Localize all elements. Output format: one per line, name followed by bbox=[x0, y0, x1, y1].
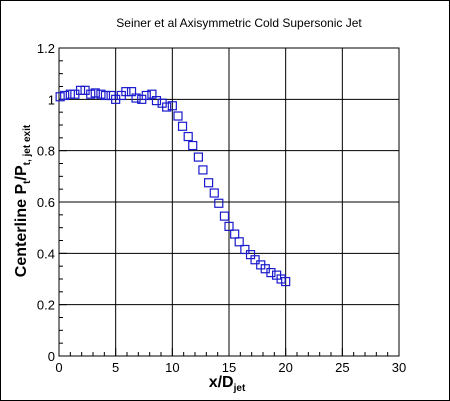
data-point bbox=[204, 178, 214, 188]
y-tick-label: 0 bbox=[48, 349, 55, 364]
x-tick-label: 5 bbox=[112, 360, 119, 375]
data-point bbox=[131, 93, 141, 103]
data-markers bbox=[55, 85, 291, 287]
y-axis-label-main: Centerline P bbox=[13, 184, 30, 278]
y-tick-label: 0.8 bbox=[37, 144, 55, 159]
data-point bbox=[173, 111, 183, 121]
data-point bbox=[240, 244, 250, 255]
data-point bbox=[224, 221, 234, 231]
y-tick-label: 0.4 bbox=[37, 246, 55, 261]
data-point bbox=[266, 267, 276, 278]
x-tick-label: 25 bbox=[335, 360, 349, 375]
y-tick-label: 1 bbox=[48, 92, 55, 107]
x-tick-label: 15 bbox=[222, 360, 236, 375]
data-point bbox=[141, 90, 151, 101]
data-point bbox=[60, 90, 70, 101]
x-axis-label-main: x/D bbox=[209, 374, 234, 391]
data-point bbox=[230, 229, 240, 239]
x-tick-label: 30 bbox=[392, 360, 406, 375]
x-tick-label: 0 bbox=[55, 360, 62, 375]
tick-labels: 0 5 10 15 20 25 30 0 0.2 0.4 0.6 0.8 1 1.2 bbox=[37, 41, 406, 375]
y-axis-label-sub1: t bbox=[22, 180, 33, 184]
data-point bbox=[214, 198, 224, 208]
data-point bbox=[162, 102, 172, 112]
data-point bbox=[250, 255, 260, 265]
y-axis-label-sub2: t, jet exit bbox=[22, 124, 33, 165]
plot-area bbox=[58, 47, 400, 357]
chart-title: Seiner et al Axisymmetric Cold Supersoni… bbox=[116, 16, 362, 30]
y-axis-label-mid: /P bbox=[13, 165, 30, 180]
x-axis-label-sub: jet bbox=[233, 383, 246, 394]
data-point bbox=[209, 188, 219, 198]
x-tick-label: 10 bbox=[165, 360, 179, 375]
y-tick-label: 1.2 bbox=[37, 41, 55, 56]
data-point bbox=[100, 90, 111, 101]
data-point bbox=[188, 140, 198, 151]
data-point bbox=[177, 121, 188, 131]
data-point bbox=[121, 87, 131, 97]
data-point bbox=[234, 237, 244, 247]
y-tick-label: 0.6 bbox=[37, 195, 55, 210]
y-axis-label: Centerline Pt/Pt, jet exit bbox=[13, 124, 33, 277]
x-tick-label: 20 bbox=[278, 360, 292, 375]
data-point bbox=[219, 211, 230, 221]
data-point bbox=[198, 165, 208, 175]
data-point bbox=[193, 152, 203, 162]
data-point bbox=[183, 131, 193, 142]
data-point bbox=[167, 101, 177, 111]
y-tick-label: 0.2 bbox=[37, 298, 55, 313]
data-point bbox=[151, 96, 162, 106]
x-axis-label: x/Djet bbox=[209, 374, 246, 394]
data-point bbox=[281, 276, 291, 287]
data-point bbox=[90, 88, 100, 98]
